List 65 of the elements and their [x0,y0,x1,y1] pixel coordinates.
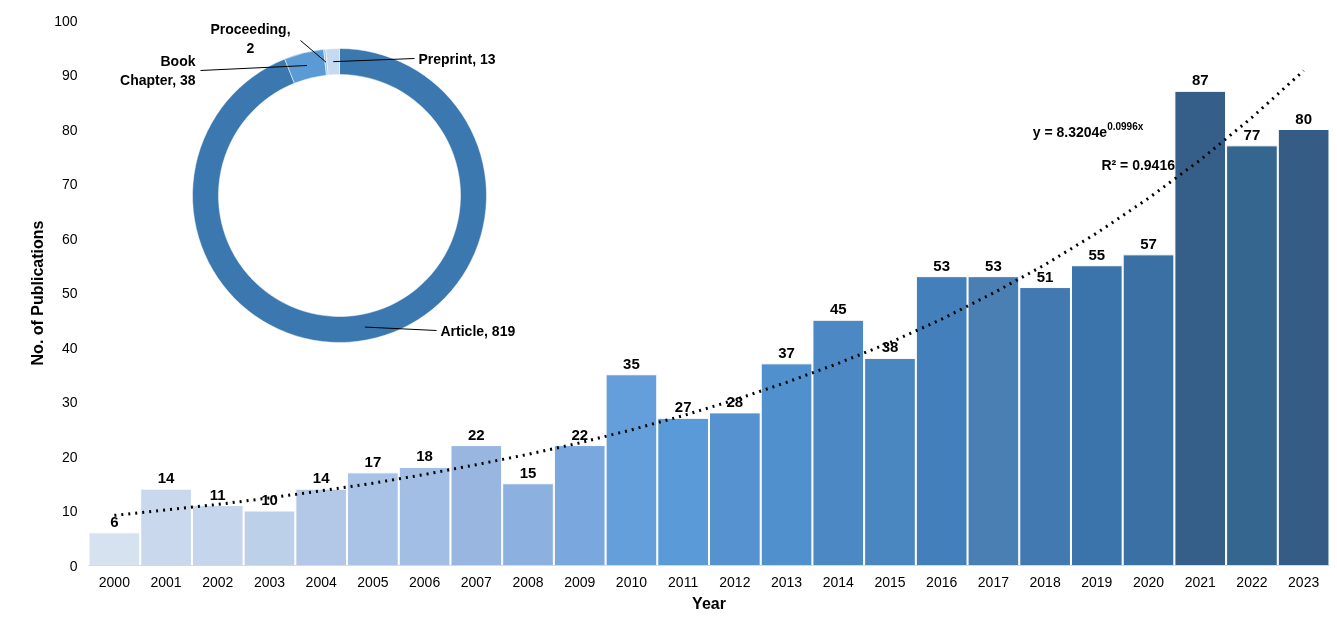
y-tick-label: 20 [61,448,78,465]
data-label: 55 [1088,245,1106,263]
slice-label: Book Chapter, 38 [120,52,196,89]
x-tick-label: 2001 [150,573,182,590]
data-label: 37 [778,343,795,361]
y-tick-label: 0 [69,557,78,574]
x-tick-label: 2012 [719,573,751,590]
y-tick-label: 80 [61,121,78,138]
x-tick-label: 2010 [615,573,648,590]
x-tick-label: 2019 [1081,573,1113,590]
data-label: 27 [674,398,692,416]
x-tick-label: 2002 [202,573,234,590]
x-tick-label: 2016 [926,573,958,590]
y-axis-title: No. of Publications [29,220,47,366]
x-axis-title: Year [692,594,726,612]
x-tick-label: 2022 [1236,573,1268,590]
data-label: 51 [1036,267,1054,285]
x-tick-label: 2014 [822,573,855,590]
x-tick-label: 2003 [253,573,286,590]
x-tick-label: 2011 [668,573,699,590]
data-label: 35 [623,354,640,372]
x-tick-label: 2004 [305,573,337,590]
data-label: 11 [209,485,226,503]
slice-label: Preprint, 13 [418,50,496,67]
slice-label: Proceeding, 2 [210,20,291,57]
x-tick-label: 2008 [512,573,544,590]
slice-label: Article, 819 [440,322,516,339]
y-tick-label: 50 [61,285,78,301]
data-label: 17 [364,452,382,470]
x-tick-label: 2000 [98,573,131,590]
data-label: 53 [933,256,951,274]
data-label: 14 [312,469,331,487]
y-tick-label: 40 [61,339,78,356]
x-tick-label: 2021 [1184,573,1217,590]
y-tick-label: 90 [61,67,78,83]
x-tick-label: 2017 [977,573,1010,590]
y-tick-label: 60 [61,230,78,247]
data-label: 18 [416,447,433,465]
data-label: 80 [1295,109,1312,127]
x-tick-label: 2020 [1132,573,1165,590]
data-label: 15 [519,463,537,481]
y-tick-label: 30 [61,394,78,410]
data-label: 6 [110,512,119,530]
data-label: 57 [1140,234,1157,252]
x-tick-label: 2005 [357,573,389,590]
data-label: 22 [571,425,589,443]
data-label: 53 [985,256,1002,274]
data-label: 77 [1243,125,1261,143]
annotation: R² = 0.9416 [1101,156,1176,173]
data-label: 87 [1191,71,1209,89]
data-label: 38 [881,338,899,356]
x-tick-label: 2007 [460,573,493,590]
y-tick-label: 100 [54,12,78,29]
data-label: 14 [157,469,176,487]
y-tick-label: 70 [61,176,78,192]
x-tick-label: 2006 [409,573,441,590]
data-label: 10 [261,491,278,508]
x-tick-label: 2023 [1288,573,1320,590]
x-tick-label: 2013 [770,573,803,590]
data-label: 22 [467,425,485,443]
data-label: 45 [829,300,847,318]
x-tick-label: 2018 [1029,573,1061,590]
y-tick-label: 10 [61,503,78,519]
x-tick-label: 2015 [874,573,906,590]
x-tick-label: 2009 [564,573,596,590]
